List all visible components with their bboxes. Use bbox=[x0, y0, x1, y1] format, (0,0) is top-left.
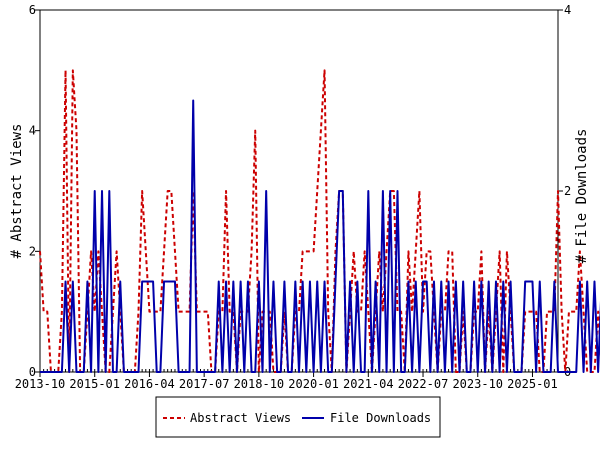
x-tick-label: 2017-07 bbox=[179, 377, 230, 391]
x-tick-labels: 2013-10 2015-01 2016-04 2017-07 2018-10 2020-… bbox=[15, 377, 558, 391]
x-tick-label: 2021-04 bbox=[343, 377, 394, 391]
x-tick-label: 2022-07 bbox=[398, 377, 449, 391]
x-tick-label: 2016-04 bbox=[124, 377, 175, 391]
x-tick-label: 2018-10 bbox=[234, 377, 285, 391]
legend-label-abstract-views: Abstract Views bbox=[190, 411, 291, 425]
legend-box bbox=[155, 396, 441, 438]
x-tick-label: 2025-01 bbox=[507, 377, 558, 391]
plot-area bbox=[39, 9, 559, 373]
series-layer bbox=[39, 69, 600, 373]
y-left-tick-label: 2 bbox=[29, 244, 36, 258]
y-left-tick-label: 4 bbox=[29, 124, 36, 138]
x-tick-label: 2020-01 bbox=[288, 377, 339, 391]
y-right-tick-label: 4 bbox=[564, 3, 571, 17]
y-left-tick-label: 0 bbox=[29, 365, 36, 379]
y-axis-left-title: # Abstract Views bbox=[9, 124, 25, 259]
y-left-tick-label: 6 bbox=[29, 3, 36, 17]
x-tick-label: 2023-10 bbox=[452, 377, 503, 391]
y-axis-left: 0 2 4 6 bbox=[29, 3, 40, 379]
x-tick-label: 2013-10 bbox=[15, 377, 66, 391]
series-line-file-downloads bbox=[40, 99, 600, 373]
x-tick-label: 2015-01 bbox=[69, 377, 120, 391]
y-axis-right-title: # File Downloads bbox=[574, 129, 590, 264]
legend-label-file-downloads: File Downloads bbox=[330, 411, 431, 425]
legend: Abstract Views File Downloads bbox=[155, 396, 441, 438]
series-line-abstract-views bbox=[39, 69, 600, 373]
y-right-tick-label: 2 bbox=[564, 184, 571, 198]
